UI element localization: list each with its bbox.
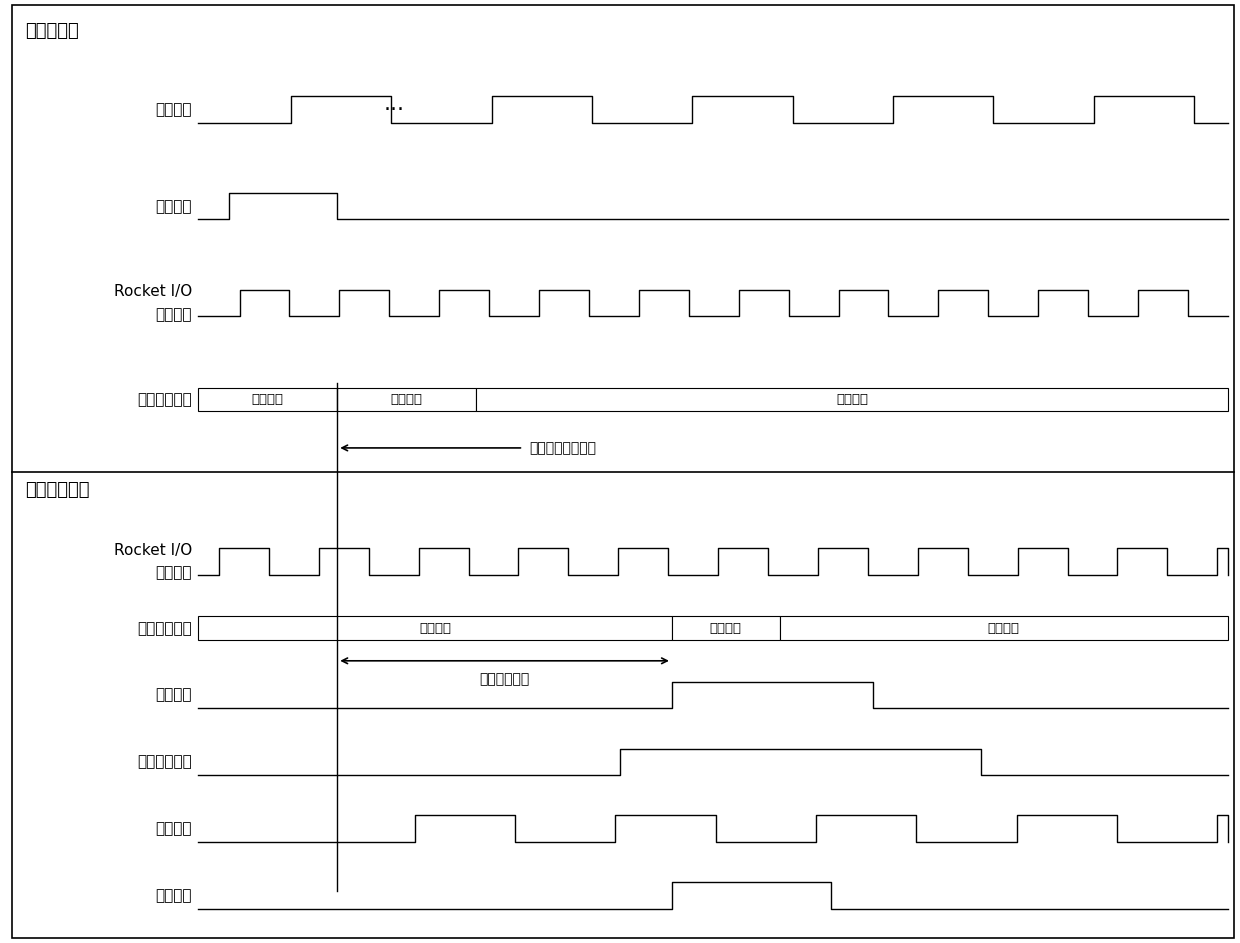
Text: 恢复脉冲: 恢复脉冲 [156, 687, 192, 703]
Bar [476, 388, 1228, 411]
Text: 同步脉冲: 同步脉冲 [156, 199, 192, 214]
Bar [780, 617, 1228, 640]
Text: 光纤接收数据: 光纤接收数据 [138, 620, 192, 636]
Text: 脉冲发送板: 脉冲发送板 [25, 22, 78, 40]
Bar [337, 388, 476, 411]
Text: 基准时钟: 基准时钟 [156, 102, 192, 117]
Text: 发送时钟: 发送时钟 [156, 306, 192, 322]
Text: 空闲字符: 空闲字符 [252, 393, 284, 406]
Text: 光纤传输延迟: 光纤传输延迟 [480, 672, 529, 687]
Text: Rocket I/O: Rocket I/O [114, 542, 192, 557]
Text: 调整后的脉冲: 调整后的脉冲 [138, 754, 192, 769]
Text: Rocket I/O: Rocket I/O [114, 284, 192, 299]
Text: 空闲字符: 空闲字符 [988, 621, 1019, 635]
Text: 各脉冲接收板: 各脉冲接收板 [25, 481, 89, 499]
Text: 光纤发送数据: 光纤发送数据 [138, 392, 192, 407]
Text: 特殊字符: 特殊字符 [709, 621, 742, 635]
Text: ···: ··· [383, 100, 404, 120]
Text: 接收时钟: 接收时钟 [156, 565, 192, 580]
Bar [198, 617, 672, 640]
Bar [198, 388, 337, 411]
Text: 空闲字符: 空闲字符 [836, 393, 868, 406]
Text: 特殊字符: 特殊字符 [391, 393, 423, 406]
Text: 基准时钟: 基准时钟 [156, 821, 192, 836]
Text: 异步检测同步脉冲: 异步检测同步脉冲 [529, 441, 596, 455]
Text: 同步脉冲: 同步脉冲 [156, 888, 192, 903]
Text: 空闲字符: 空闲字符 [419, 621, 451, 635]
Bar [672, 617, 780, 640]
